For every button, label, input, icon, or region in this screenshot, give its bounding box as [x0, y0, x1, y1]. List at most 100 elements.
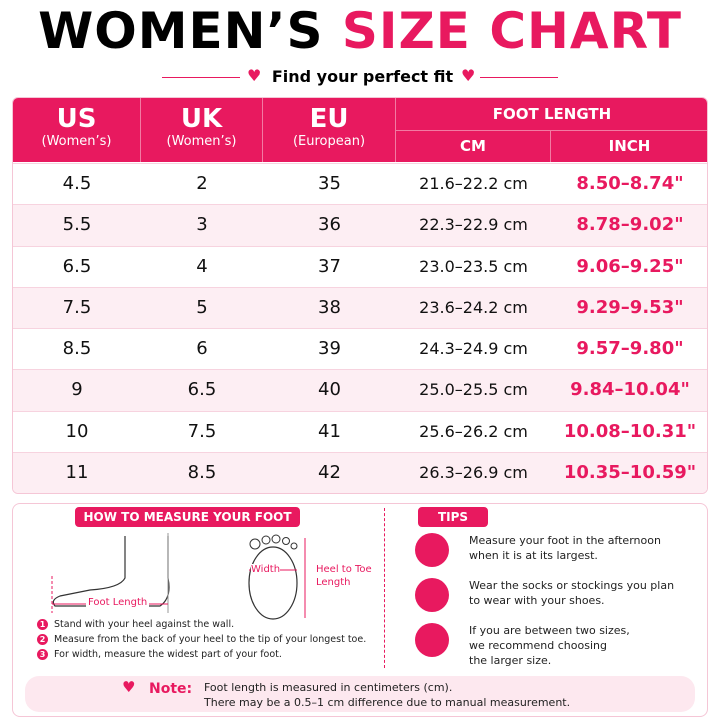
header-sub: (Women’s)	[41, 134, 112, 149]
table-cell: 42	[318, 461, 341, 483]
table-cell: 8.78–9.02"	[576, 214, 684, 236]
tip-icon	[415, 533, 449, 567]
table-cell: 40	[318, 379, 341, 401]
table-cell: 5.5	[62, 214, 92, 236]
steps: 1 Stand with your heel against the wall. 2…	[37, 619, 382, 664]
heart: ♥	[122, 678, 136, 696]
table-cell: 24.3–24.9 cm	[419, 339, 528, 359]
tip: If you are between two sizes, we recommen…	[415, 623, 705, 673]
table-cell: 4	[196, 255, 208, 277]
note-label: Note:	[149, 681, 193, 697]
table-cell: 21.6–22.2 cm	[419, 174, 528, 194]
note-line: Foot length is measured in centimeters (…	[204, 681, 453, 694]
step-text: For width, measure the widest part of yo…	[54, 649, 282, 660]
table-row	[13, 451, 707, 493]
step-number: 1	[37, 619, 48, 630]
table-cell: 37	[318, 255, 341, 277]
toe	[249, 538, 261, 550]
rule	[162, 77, 240, 78]
note-bar	[25, 676, 695, 712]
step-number: 3	[37, 649, 48, 660]
table-cell: 23.6–24.2 cm	[419, 297, 528, 317]
tip-line: to wear with your shoes.	[469, 594, 605, 607]
header-sub: (European)	[292, 134, 366, 149]
table-cell: 9.57–9.80"	[576, 338, 684, 360]
table-cell: 39	[318, 338, 341, 360]
heart: ♥	[461, 66, 476, 85]
step: 2 Measure from the back of your heel to t…	[37, 634, 382, 645]
table-cell: 10	[65, 420, 89, 442]
table-cell: 7.5	[187, 420, 217, 442]
table-row	[13, 245, 707, 287]
table-cell: 41	[318, 420, 341, 442]
size-table: US (Women’s) UK (Women’s) EU (European) FOO…	[12, 97, 708, 494]
table-cell: 2	[196, 173, 208, 195]
toe	[261, 535, 271, 545]
tip-text: If you are between two sizes, we recommen…	[469, 623, 630, 668]
tip: Measure your foot in the afternoon when i…	[415, 533, 705, 578]
tip-line: Measure your foot in the afternoon	[469, 534, 661, 547]
table-cell: 8.50–8.74"	[576, 173, 684, 195]
table-cell: 3	[196, 214, 208, 236]
table-cell: 10.35–10.59"	[563, 461, 697, 483]
diagram-label: Width	[251, 564, 281, 575]
table-cell: 7.5	[62, 296, 92, 318]
table-cell: 5	[196, 296, 208, 318]
table-cell: 9.06–9.25"	[576, 255, 684, 277]
foot-sole	[248, 546, 298, 620]
table-cell: 6	[196, 338, 208, 360]
section-title: TIPS	[418, 507, 488, 527]
table-cell: 4.5	[62, 173, 92, 195]
diagram-label: Heel to Toe Length	[316, 563, 372, 589]
table-row	[13, 163, 707, 205]
foot-side	[52, 536, 170, 607]
table-row	[13, 328, 707, 370]
divider	[384, 508, 385, 668]
table-cell: 26.3–26.9 cm	[419, 462, 528, 482]
table-cell: 6.5	[62, 255, 92, 277]
table-cell: 36	[318, 214, 341, 236]
table-cell: 25.6–26.2 cm	[419, 421, 528, 441]
table-cell: 10.08–10.31"	[563, 420, 697, 442]
header-cell: EU (European)	[263, 98, 396, 162]
tip-line: the larger size.	[469, 654, 552, 667]
title-dark: WOMEN’S	[38, 2, 324, 60]
table-cell: 9.29–9.53"	[576, 296, 684, 318]
tip-icon	[415, 623, 449, 657]
table-cell: 8.5	[187, 461, 217, 483]
table-cell: 25.0–25.5 cm	[419, 380, 528, 400]
title: WOMEN’S SIZE CHART	[0, 2, 720, 60]
header-label: EU	[309, 104, 349, 134]
tip-text: Measure your foot in the afternoon when i…	[469, 533, 661, 563]
table-cell: 9	[71, 379, 83, 401]
tip-line: we recommend choosing	[469, 639, 607, 652]
sub-header: INCH	[551, 131, 707, 162]
section-title: HOW TO MEASURE YOUR FOOT	[75, 507, 300, 527]
tip-line: If you are between two sizes,	[469, 624, 630, 637]
table-row	[13, 369, 707, 411]
step: 1 Stand with your heel against the wall.	[37, 619, 382, 630]
group-header: FOOT LENGTH	[396, 98, 707, 131]
sub-header: CM	[396, 131, 551, 162]
label-line: Length	[316, 577, 351, 588]
tip: Wear the socks or stockings you plan to w…	[415, 578, 705, 623]
table-cell: 8.5	[62, 338, 92, 360]
step: 3 For width, measure the widest part of y…	[37, 649, 382, 660]
table-cell: 38	[318, 296, 341, 318]
info-panel	[12, 503, 708, 717]
tip-icon	[415, 578, 449, 612]
step-text: Measure from the back of your heel to th…	[54, 634, 367, 645]
note-line: There may be a 0.5–1 cm difference due t…	[204, 696, 571, 709]
header-label: US	[56, 104, 97, 134]
label-line: Heel to Toe	[316, 564, 372, 575]
header-label: UK	[180, 104, 223, 134]
table-cell: 6.5	[187, 379, 217, 401]
step-text: Stand with your heel against the wall.	[54, 619, 235, 630]
heart: ♥	[247, 66, 262, 85]
table-cell: 23.0–23.5 cm	[419, 256, 528, 276]
table-cell: 9.84–10.04"	[570, 379, 690, 401]
toe	[282, 537, 290, 545]
table-cell: 22.3–22.9 cm	[419, 215, 528, 235]
title-pink: SIZE CHART	[341, 2, 682, 60]
